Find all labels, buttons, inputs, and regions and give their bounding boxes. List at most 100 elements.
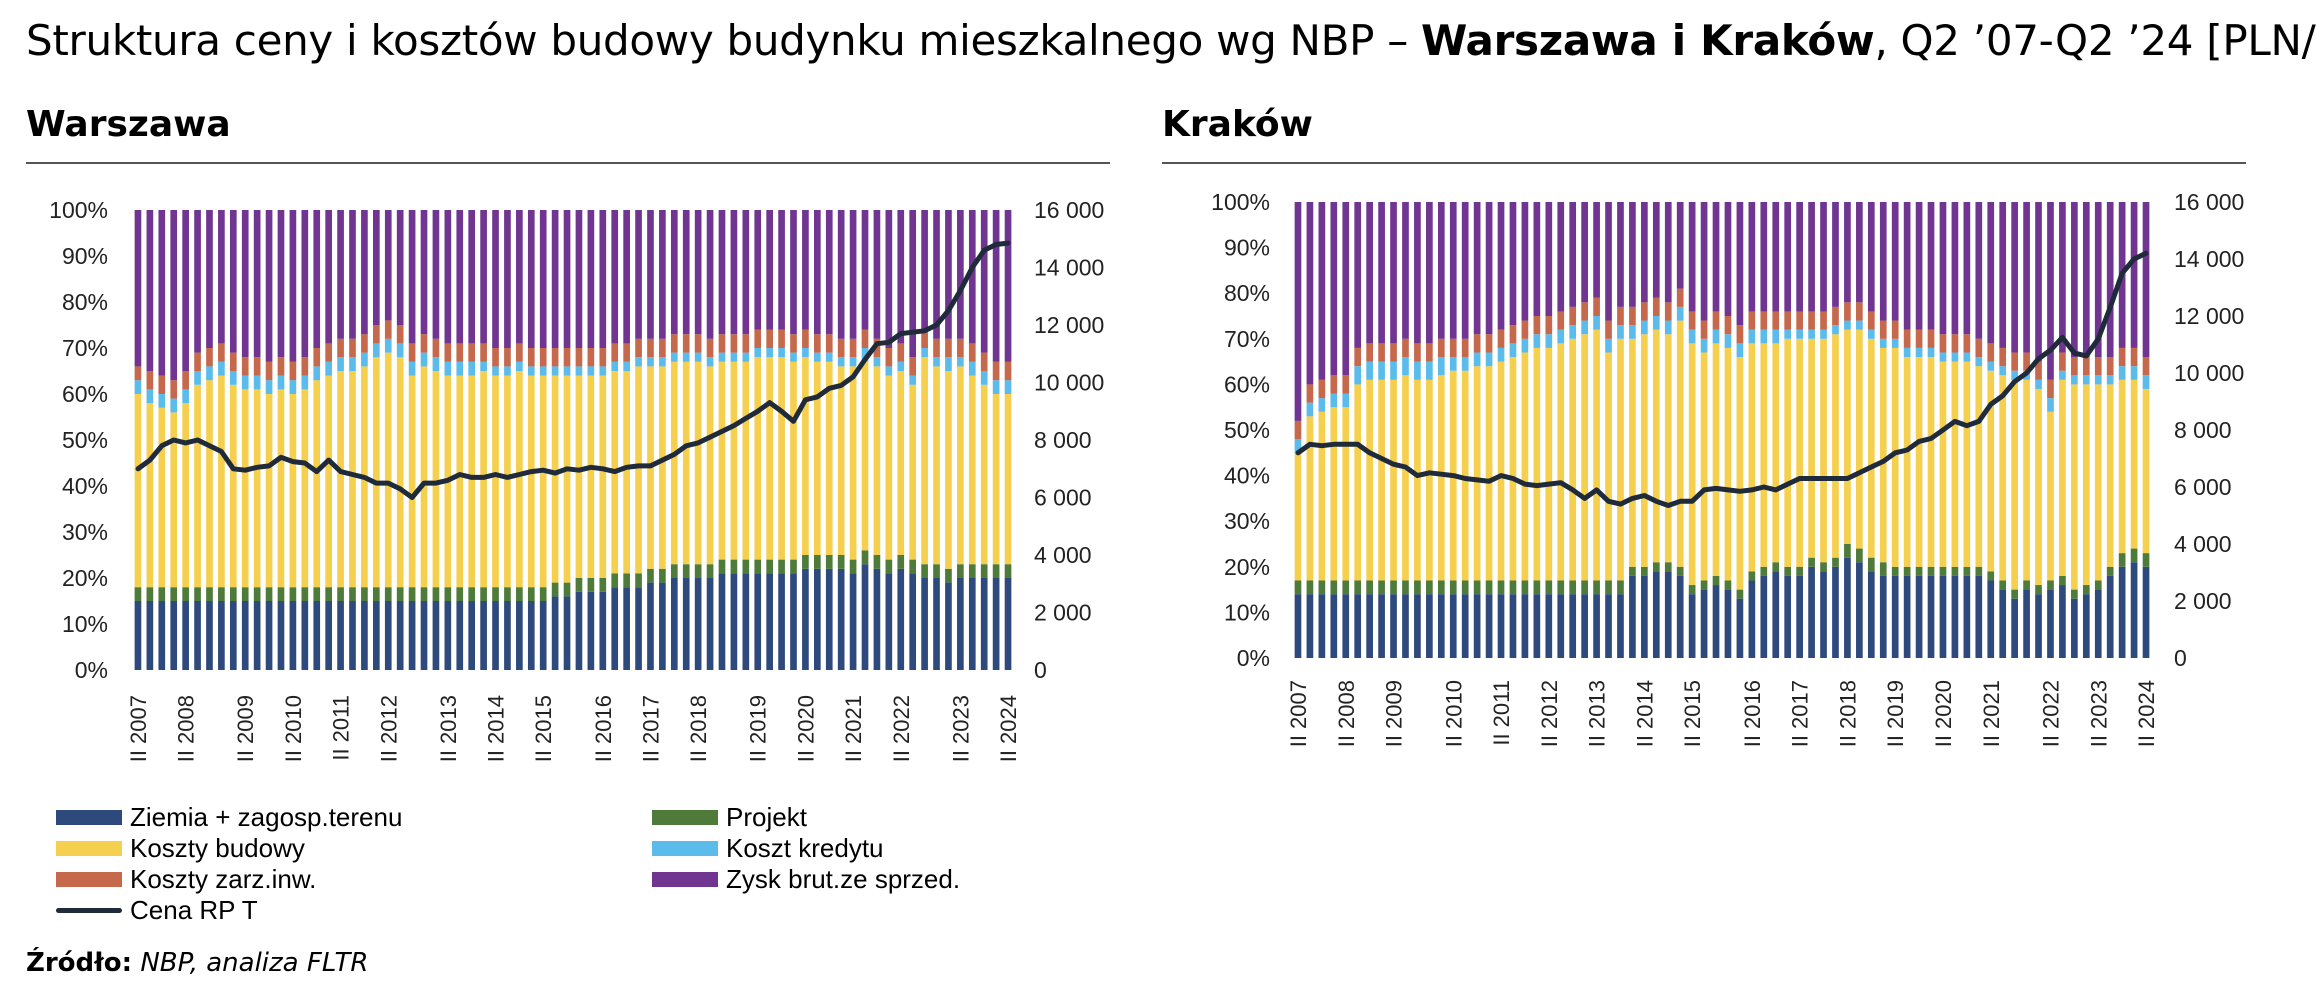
bar-segment-management — [1688, 311, 1696, 330]
bar-segment-profit — [742, 210, 750, 335]
y-left-tick-label: 40% — [62, 473, 108, 499]
bar-segment-construction — [575, 375, 583, 578]
bar-segment-construction — [1533, 347, 1541, 581]
bar-segment-profit — [1652, 202, 1660, 298]
stacked-bar — [730, 210, 738, 670]
bar-segment-management — [2059, 352, 2066, 371]
bar-segment-management — [873, 338, 881, 358]
bar-segment-credit — [194, 371, 201, 385]
bar-segment-profit — [1461, 202, 1469, 339]
x-tick-label: II 2015 — [531, 695, 556, 762]
panel-title-warszawa: Warszawa — [26, 104, 231, 145]
bar-segment-construction — [2035, 388, 2042, 586]
stacked-bar — [444, 210, 452, 670]
bar-segment-profit — [802, 210, 809, 330]
stacked-bar — [2011, 202, 2018, 658]
stacked-bar — [504, 210, 511, 670]
x-tick-label: II 2011 — [1489, 680, 1514, 746]
bar-segment-construction — [265, 394, 273, 588]
bar-segment-credit — [1688, 329, 1696, 344]
stacked-bar — [194, 210, 201, 670]
bar-segment-profit — [1437, 202, 1445, 339]
bar-segment-land — [730, 573, 738, 670]
bar-segment-management — [1473, 334, 1481, 353]
stacked-bar — [1402, 202, 1409, 658]
stacked-bar — [1545, 202, 1553, 658]
x-tick-label: II 2015 — [1680, 680, 1705, 747]
bar-segment-management — [516, 343, 523, 362]
bar-segment-profit — [313, 210, 321, 348]
bar-segment-project — [218, 587, 225, 601]
bar-segment-profit — [1533, 202, 1541, 316]
bar-segment-profit — [921, 210, 928, 330]
bar-segment-profit — [265, 210, 273, 362]
bar-segment-construction — [992, 394, 1000, 565]
bar-segment-management — [1664, 302, 1672, 321]
bar-segment-land — [1760, 575, 1768, 658]
bar-segment-construction — [587, 375, 595, 578]
bar-segment-credit — [1987, 361, 1995, 371]
bar-segment-project — [933, 564, 940, 578]
bar-segment-profit — [1676, 202, 1684, 289]
bar-segment-land — [1844, 557, 1851, 658]
stacked-bar — [802, 210, 809, 670]
bar-segment-land — [1521, 594, 1529, 658]
bar-segment-land — [1808, 566, 1815, 658]
legend-item-price: Cena RP T — [56, 895, 258, 926]
bar-segment-management — [1712, 311, 1720, 330]
bar-segment-land — [396, 601, 404, 670]
bar-segment-project — [2023, 580, 2030, 590]
stacked-bar — [861, 210, 869, 670]
bar-segment-management — [218, 343, 225, 362]
bar-segment-land — [1569, 594, 1577, 658]
bar-segment-profit — [1927, 202, 1935, 330]
bar-segment-project — [373, 587, 380, 601]
bar-segment-management — [921, 329, 928, 348]
bar-segment-land — [218, 601, 225, 670]
bar-segment-management — [1915, 329, 1923, 348]
bar-segment-project — [1856, 548, 1863, 563]
bar-segment-management — [802, 329, 809, 348]
bar-segment-construction — [1390, 379, 1397, 581]
bar-segment-land — [814, 568, 821, 670]
stacked-bar — [1557, 202, 1565, 658]
bar-segment-construction — [2106, 384, 2114, 567]
bar-segment-management — [1951, 334, 1959, 353]
bar-segment-management — [1963, 334, 1971, 353]
bar-segment-profit — [1879, 202, 1887, 321]
bar-segment-management — [1808, 311, 1815, 330]
bar-segment-construction — [1939, 361, 1947, 567]
bar-segment-credit — [253, 375, 261, 390]
bar-segment-construction — [1975, 366, 1983, 567]
bar-segment-construction — [170, 412, 178, 588]
bar-segment-construction — [539, 375, 547, 588]
bar-segment-management — [1426, 343, 1433, 362]
bar-segment-construction — [158, 407, 166, 588]
bar-segment-land — [575, 591, 583, 670]
bar-segment-project — [301, 587, 309, 601]
bar-segment-management — [480, 343, 487, 362]
stacked-bar — [1617, 202, 1624, 658]
bar-segment-project — [504, 587, 511, 601]
bar-segment-land — [659, 582, 666, 670]
bar-segment-management — [1354, 347, 1362, 367]
y-right-tick-label: 10 000 — [1034, 370, 1104, 396]
bar-segment-project — [1712, 575, 1720, 586]
bar-segment-credit — [718, 352, 726, 362]
y-left-tick-label: 10% — [62, 611, 108, 637]
bar-segment-construction — [182, 403, 189, 588]
x-tick-label: II 2021 — [1979, 680, 2004, 747]
stacked-bar — [1426, 202, 1433, 658]
y-left-tick-label: 20% — [62, 565, 108, 591]
stacked-bar — [849, 210, 857, 670]
bar-segment-project — [1497, 580, 1505, 595]
bar-segment-credit — [456, 361, 464, 376]
bar-segment-credit — [301, 375, 309, 390]
bar-segment-land — [1676, 575, 1684, 658]
bar-segment-credit — [1832, 325, 1839, 335]
bar-segment-construction — [2082, 384, 2090, 586]
bar-segment-management — [170, 380, 178, 399]
bar-segment-credit — [1820, 329, 1827, 339]
y-left-tick-label: 60% — [62, 381, 108, 407]
bar-segment-credit — [1641, 320, 1648, 335]
